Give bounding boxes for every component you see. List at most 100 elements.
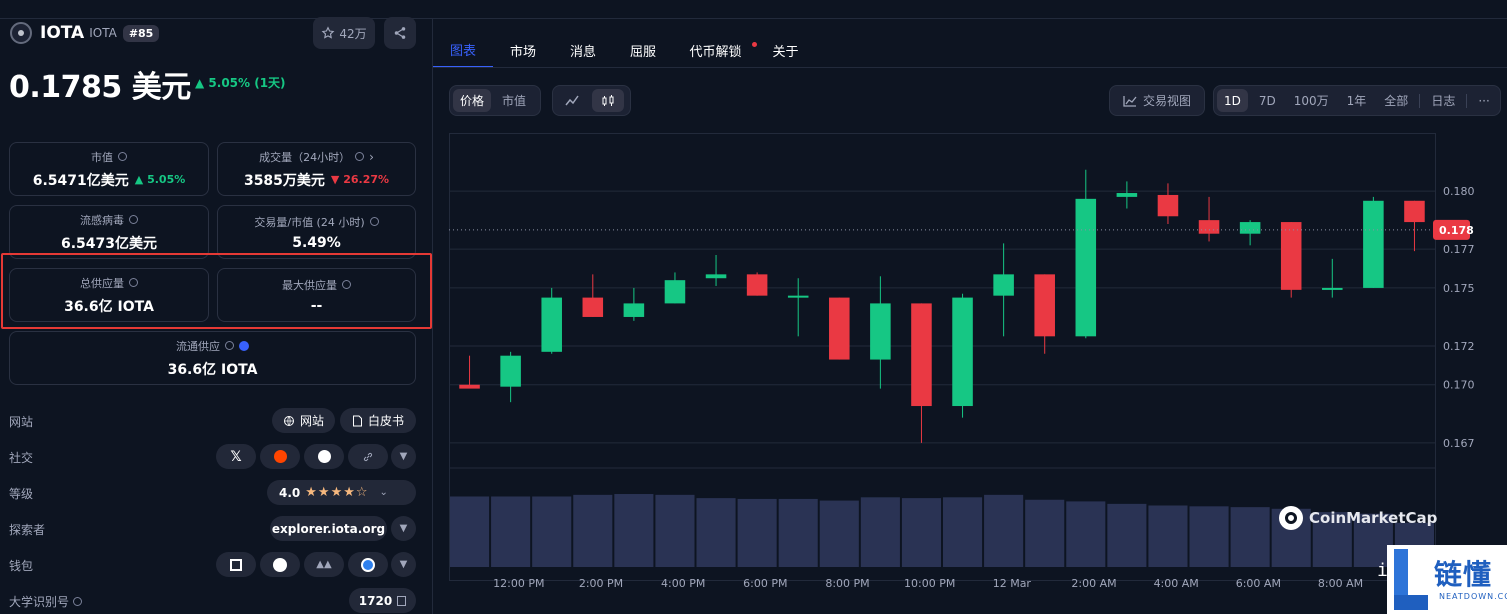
- tab-about[interactable]: 关于: [758, 32, 813, 68]
- circulating-value: 36.6亿 IOTA: [167, 361, 258, 378]
- volume-card[interactable]: 成交量（24小时） › 3585万美元 ▼ 26.27%: [217, 142, 416, 196]
- tab-markets[interactable]: 市场: [493, 32, 553, 68]
- ucid-copy-button[interactable]: 1720: [349, 588, 416, 613]
- whitepaper-button[interactable]: 白皮书: [340, 408, 416, 433]
- explorer-label: 探索者: [9, 523, 46, 537]
- candle-body: [1157, 194, 1179, 217]
- circulating-label-row: 流通供应: [176, 338, 249, 354]
- volume-bar: [1312, 512, 1352, 567]
- rating-value: 4.0: [279, 485, 301, 500]
- share-button[interactable]: [384, 17, 416, 49]
- wallet-4-button[interactable]: [348, 552, 388, 577]
- volume-bar: [737, 498, 777, 567]
- price-chart[interactable]: 0.180 0.177 0.175 0.172 0.170 0.167 0.178 12:00…: [449, 133, 1507, 614]
- reddit-button[interactable]: [260, 444, 300, 469]
- more-options-button[interactable]: ···: [1478, 93, 1490, 108]
- tab-about-label: 关于: [772, 44, 799, 60]
- link-button[interactable]: [348, 444, 388, 469]
- chevron-down-icon: ▼: [399, 451, 408, 462]
- tab-bar: 图表 市场 消息 屈服 代币解锁 关于: [433, 32, 813, 68]
- total-supply-card: 总供应量 36.6亿 IOTA: [9, 268, 209, 322]
- range-1y[interactable]: 1年: [1346, 94, 1367, 108]
- mcap-toggle[interactable]: 市值: [502, 94, 527, 108]
- info-icon[interactable]: [129, 215, 138, 224]
- vol-mcap-card: 交易量/市值 (24 小时) 5.49%: [217, 205, 416, 259]
- range-1d[interactable]: 1D: [1217, 89, 1248, 112]
- volume-value: 3585万美元: [243, 172, 325, 189]
- candle-body: [705, 274, 727, 279]
- candle-body: [582, 297, 604, 317]
- x-tick-label: 4:00 AM: [1154, 577, 1199, 590]
- copy-icon: [397, 595, 407, 606]
- candle-body: [829, 297, 850, 360]
- volume-bar: [1148, 505, 1188, 567]
- tab-news[interactable]: 消息: [553, 32, 613, 68]
- tab-yield[interactable]: 屈服: [613, 32, 673, 68]
- info-icon[interactable]: [225, 341, 234, 350]
- range-selector: 1D 7D 100万 1年 全部 日志 ···: [1213, 85, 1501, 116]
- explorer-expand-button[interactable]: ▼: [391, 516, 416, 541]
- max-supply-label: 最大供应量: [282, 278, 337, 292]
- ucid-label-row: 大学识别号: [9, 593, 82, 610]
- website-button[interactable]: 网站: [272, 408, 335, 433]
- volume-bar: [1189, 506, 1229, 567]
- info-icon[interactable]: [342, 280, 351, 289]
- vol-mcap-label: 交易量/市值 (24 小时): [254, 215, 365, 229]
- wallet-circle-icon: [361, 557, 375, 572]
- line-chart-button[interactable]: [556, 89, 588, 112]
- x-twitter-button[interactable]: 𝕏: [216, 444, 256, 469]
- vol-mcap-label-row: 交易量/市值 (24 小时): [254, 214, 379, 230]
- ucid-value: 1720: [358, 593, 393, 608]
- github-button[interactable]: [304, 444, 344, 469]
- tab-unlocks-label: 代币解锁: [689, 44, 742, 60]
- max-supply-card: 最大供应量 --: [217, 268, 416, 322]
- watchlist-button[interactable]: 42万: [313, 17, 375, 49]
- price-toggle[interactable]: 价格: [453, 89, 492, 112]
- info-icon[interactable]: [369, 217, 379, 226]
- candle-chart-button[interactable]: [592, 89, 624, 112]
- y-tick-label: 0.177: [1443, 243, 1475, 256]
- notification-dot: [752, 42, 757, 47]
- neatdown-logo-icon: [1394, 549, 1428, 610]
- x-tick-label: 12:00 PM: [493, 577, 544, 590]
- tradingview-button[interactable]: 交易视图: [1109, 85, 1205, 116]
- x-icon: 𝕏: [230, 448, 242, 465]
- log-toggle[interactable]: 日志: [1431, 94, 1456, 108]
- range-all[interactable]: 全部: [1384, 94, 1409, 108]
- line-chart-icon: [565, 95, 579, 105]
- info-icon[interactable]: [129, 278, 138, 287]
- rating-button[interactable]: 4.0 ★★★★☆ ⌄: [267, 480, 416, 505]
- tab-chart[interactable]: 图表: [433, 32, 493, 68]
- wallet-1-button[interactable]: [216, 552, 256, 577]
- range-1m[interactable]: 100万: [1293, 94, 1329, 108]
- wallet-3-button[interactable]: ▲▲: [304, 552, 344, 577]
- info-icon[interactable]: [118, 152, 127, 161]
- explorer-button[interactable]: explorer.iota.org: [270, 516, 387, 541]
- volume-bar: [943, 497, 983, 567]
- market-cap-card: 市值 6.5471亿美元 ▲ 5.05%: [9, 142, 209, 196]
- volume-change: ▼ 26.27%: [330, 173, 390, 186]
- current-price-tag: [1433, 219, 1470, 240]
- info-icon[interactable]: [72, 597, 82, 606]
- candle-body: [1363, 200, 1384, 288]
- info-icon[interactable]: [355, 152, 365, 161]
- volume-bar: [1230, 507, 1270, 567]
- share-icon: [394, 27, 406, 39]
- fdv-value: 6.5473亿美元: [60, 235, 158, 252]
- wallet-2-button[interactable]: [260, 552, 300, 577]
- x-tick-label: 2:00 PM: [579, 577, 623, 590]
- circulating-supply-card: 流通供应 36.6亿 IOTA: [9, 331, 416, 385]
- social-label: 社交: [9, 451, 34, 465]
- tab-unlocks[interactable]: 代币解锁: [673, 32, 758, 68]
- wallet-label: 钱包: [9, 559, 34, 573]
- tab-chart-label: 图表: [449, 43, 476, 59]
- volume-bar: [1066, 501, 1106, 567]
- market-cap-value: 6.5471亿美元: [32, 172, 129, 189]
- range-7d[interactable]: 7D: [1258, 93, 1276, 108]
- cmc-watermark-text: CoinMarketCap: [1309, 509, 1438, 527]
- candle-body: [623, 303, 645, 317]
- y-tick-label: 0.175: [1443, 282, 1475, 295]
- social-expand-button[interactable]: ▼: [391, 444, 416, 469]
- wallet-expand-button[interactable]: ▼: [391, 552, 416, 577]
- candle-body: [1404, 200, 1425, 223]
